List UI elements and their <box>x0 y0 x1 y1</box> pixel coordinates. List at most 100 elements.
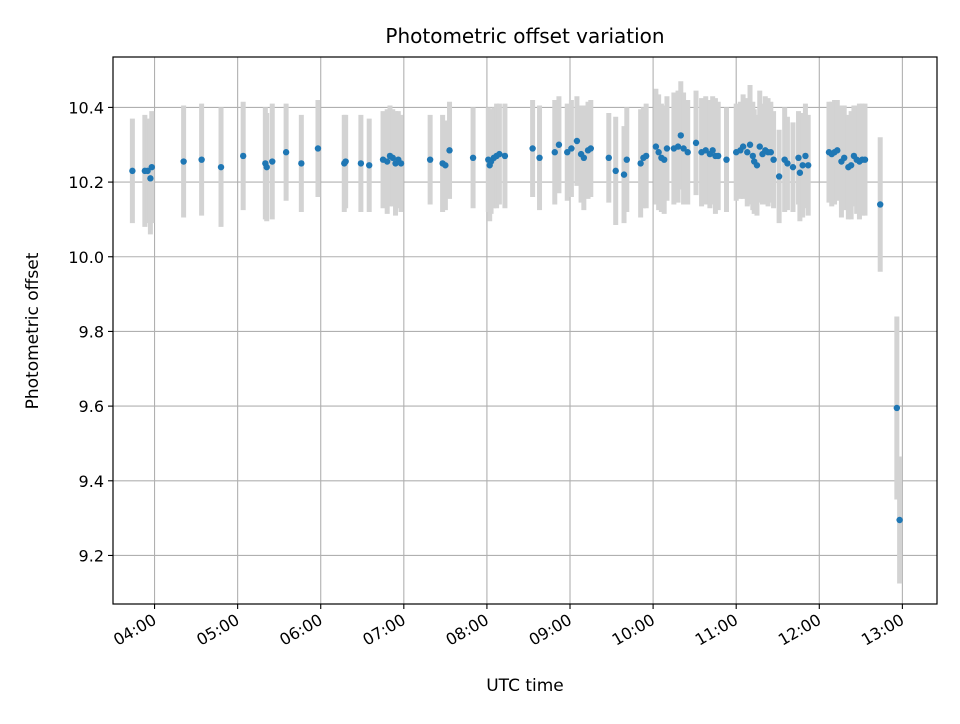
data-point <box>861 156 869 163</box>
data-point <box>677 132 684 139</box>
data-point <box>568 145 575 152</box>
data-point <box>529 145 536 152</box>
data-point <box>426 156 434 163</box>
data-point <box>587 145 594 152</box>
data-point <box>180 158 187 165</box>
data-point <box>680 145 687 152</box>
data-point <box>612 167 619 175</box>
data-point <box>198 156 205 163</box>
data-point <box>841 154 848 162</box>
data-point <box>501 152 509 160</box>
x-tick-label: 12:00 <box>775 610 824 650</box>
data-point <box>802 152 809 160</box>
data-point <box>739 143 747 150</box>
data-point <box>442 162 449 169</box>
y-tick-label: 9.8 <box>79 322 104 341</box>
data-point <box>692 139 700 147</box>
data-point <box>749 152 757 160</box>
data-point <box>620 171 628 178</box>
data-point <box>684 149 691 156</box>
y-tick-label: 9.6 <box>79 397 104 416</box>
data-point <box>551 149 558 156</box>
data-point <box>469 154 477 162</box>
x-tick-label: 06:00 <box>276 610 325 650</box>
data-point <box>877 201 884 208</box>
data-point <box>357 160 365 167</box>
data-point <box>753 162 761 169</box>
data-point <box>663 145 671 152</box>
x-axis-label: UTC time <box>486 676 564 696</box>
x-tick-label: 13:00 <box>858 610 907 650</box>
data-point <box>217 163 225 171</box>
data-point <box>784 160 791 167</box>
x-tick-label: 10:00 <box>609 610 658 650</box>
data-point <box>799 162 806 169</box>
data-point <box>389 154 396 162</box>
data-point <box>709 147 716 154</box>
data-point <box>744 149 751 156</box>
data-point <box>446 147 453 154</box>
data-point <box>805 162 812 169</box>
data-point <box>723 156 730 163</box>
data-point <box>282 149 290 156</box>
data-point <box>573 137 581 145</box>
data-point <box>342 158 349 165</box>
data-point <box>555 141 563 148</box>
data-point <box>702 147 709 154</box>
y-axis-ticks: 9.2 9.4 9.6 9.8 10.0 10.2 10.4 <box>68 98 113 565</box>
data-point <box>269 158 276 165</box>
data-point <box>660 156 668 163</box>
data-point <box>623 156 630 163</box>
data-point <box>298 160 305 167</box>
x-tick-label: 11:00 <box>692 610 741 650</box>
data-point <box>148 163 155 171</box>
data-point <box>775 173 783 180</box>
y-tick-label: 9.4 <box>79 472 104 491</box>
data-point <box>637 160 644 167</box>
data-point <box>789 163 797 171</box>
chart-title: Photometric offset variation <box>385 24 664 48</box>
data-point <box>896 516 903 524</box>
x-tick-label: 09:00 <box>526 610 575 650</box>
data-point <box>642 152 650 160</box>
data-point <box>655 149 662 156</box>
data-point <box>366 162 373 169</box>
data-point <box>714 152 722 160</box>
data-point <box>756 143 763 150</box>
point-layer <box>129 132 903 524</box>
y-tick-label: 9.2 <box>79 546 104 565</box>
data-point <box>796 169 804 176</box>
data-point <box>767 149 775 156</box>
x-tick-label: 04:00 <box>110 610 159 650</box>
x-axis-ticks: 04:00 05:00 06:00 07:00 08:00 09:00 10:00 11:00… <box>110 604 907 650</box>
data-point <box>263 163 270 171</box>
y-tick-label: 10.4 <box>68 98 104 117</box>
data-point <box>770 156 777 163</box>
data-point <box>674 143 682 150</box>
data-point <box>746 141 754 148</box>
x-tick-label: 07:00 <box>359 610 408 650</box>
data-point <box>239 152 247 160</box>
data-point <box>314 145 322 152</box>
data-point <box>834 147 841 154</box>
y-tick-label: 10.0 <box>68 248 104 267</box>
data-point <box>536 154 543 162</box>
data-point <box>564 149 571 156</box>
x-tick-label: 05:00 <box>193 610 242 650</box>
y-axis-label: Photometric offset <box>23 252 43 409</box>
data-point <box>147 175 154 182</box>
y-tick-label: 10.2 <box>68 173 104 192</box>
data-point <box>652 143 660 150</box>
data-point <box>847 162 855 169</box>
data-point <box>129 167 136 175</box>
data-point <box>795 154 802 162</box>
grid-layer <box>113 57 937 604</box>
data-point <box>605 154 612 162</box>
data-point <box>893 404 901 412</box>
data-point <box>496 150 503 158</box>
plot-frame <box>112 56 938 605</box>
data-point <box>397 160 405 167</box>
data-point <box>144 167 151 175</box>
